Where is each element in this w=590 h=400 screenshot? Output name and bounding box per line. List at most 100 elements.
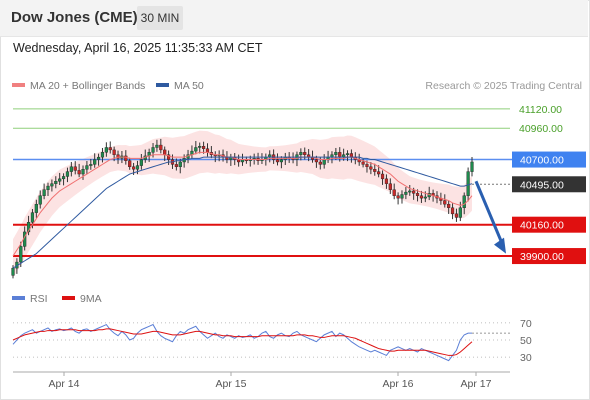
- candle-body: [380, 173, 385, 180]
- candle-body: [384, 178, 389, 184]
- candle-body: [139, 159, 143, 166]
- candle-body: [135, 165, 140, 170]
- candle-body: [178, 161, 182, 167]
- legend-9ma-swatch: [62, 296, 75, 301]
- candle-body: [34, 203, 38, 213]
- interval-button[interactable]: 30 MIN: [137, 6, 183, 30]
- x-tick-label: Apr 17: [461, 378, 492, 390]
- candle-body: [58, 178, 62, 182]
- current-price-label: 40495.00: [520, 179, 564, 191]
- candle-body: [108, 147, 112, 151]
- x-tick-label: Apr 16: [383, 378, 414, 390]
- candle-body: [303, 152, 307, 155]
- legend-rsi-swatch: [12, 296, 25, 301]
- candle-body: [396, 195, 400, 199]
- candle-body: [104, 147, 108, 153]
- candle-body: [400, 194, 404, 199]
- legend-ma-bb: MA 20 + Bollinger Bands: [12, 80, 145, 92]
- candle-body: [155, 144, 159, 148]
- candle-body: [299, 152, 303, 155]
- candle-body: [404, 191, 408, 195]
- candle-body: [163, 149, 167, 155]
- resistance-label: 40960.00: [519, 123, 563, 135]
- candle-body: [369, 166, 373, 170]
- ma50-line: [12, 156, 473, 269]
- candle-body: [26, 222, 31, 233]
- legend-9ma-label: 9MA: [80, 293, 102, 305]
- candle-body: [345, 153, 350, 155]
- candle-body: [412, 190, 416, 194]
- candle-body: [314, 159, 319, 163]
- candle-body: [388, 183, 392, 190]
- candle-body: [318, 161, 322, 165]
- legend-ma50: MA 50: [156, 80, 204, 92]
- support-label: 39900.00: [520, 251, 564, 263]
- candle-body: [466, 171, 470, 196]
- candle-body: [159, 144, 163, 151]
- candle-body: [166, 154, 171, 160]
- candle-body: [377, 171, 381, 175]
- legend-rsi: RSI: [12, 293, 48, 305]
- research-credit: Research © 2025 Trading Central: [425, 80, 582, 92]
- x-tick-label: Apr 14: [49, 378, 80, 390]
- candle-body: [11, 267, 15, 276]
- legend-rsi-label: RSI: [30, 293, 48, 305]
- candle-body: [112, 149, 116, 155]
- rsi-ma9-line: [12, 328, 473, 356]
- candle-body: [69, 166, 73, 172]
- pivot-label: 40700.00: [520, 155, 564, 167]
- candle-body: [116, 154, 120, 159]
- candle-body: [443, 200, 447, 205]
- legend-9ma: 9MA: [62, 293, 102, 305]
- candle-body: [450, 207, 455, 215]
- candle-body: [96, 156, 101, 160]
- candle-body: [128, 160, 132, 167]
- candle-body: [73, 166, 77, 171]
- legend-ma-bb-swatch: [12, 83, 25, 88]
- pivot-tag: [512, 151, 586, 168]
- support-tag: [512, 216, 586, 233]
- rsi-tick-label: 30: [520, 352, 532, 364]
- forecast-arrow-head: [494, 237, 506, 254]
- candle-body: [50, 183, 54, 187]
- candle-body: [77, 170, 81, 175]
- candle-body: [454, 213, 459, 218]
- candle-body: [458, 207, 462, 218]
- ma20-line: [12, 151, 473, 257]
- rsi-tick-label: 50: [520, 335, 532, 347]
- legend-ma-bb-label: MA 20 + Bollinger Bands: [30, 80, 146, 92]
- candle-body: [42, 189, 46, 196]
- candle-body: [470, 161, 474, 172]
- bollinger-band: [13, 130, 472, 278]
- x-tick-label: Apr 15: [216, 378, 247, 390]
- candle-body: [415, 193, 420, 196]
- support-label: 40160.00: [520, 220, 564, 232]
- support-tag: [512, 248, 586, 265]
- candle-body: [365, 164, 369, 167]
- candle-body: [462, 195, 466, 209]
- candle-body: [54, 181, 58, 184]
- rsi-line: [12, 323, 472, 362]
- candle-body: [279, 159, 283, 163]
- candle-body: [361, 161, 365, 165]
- candle-body: [81, 168, 85, 175]
- candle-body: [419, 195, 424, 199]
- candle-body: [100, 152, 105, 158]
- candle-body: [338, 152, 342, 158]
- candle-body: [131, 166, 136, 170]
- candle-body: [46, 185, 50, 190]
- resistance-label: 41120.00: [519, 104, 562, 116]
- candle-body: [174, 164, 178, 167]
- candle-body: [202, 146, 206, 149]
- rsi-tick-label: 70: [520, 318, 532, 330]
- candle-body: [19, 246, 23, 263]
- candle-body: [408, 190, 412, 193]
- candle-body: [65, 171, 70, 177]
- candle-body: [373, 168, 377, 172]
- candle-body: [93, 159, 97, 165]
- candle-body: [423, 196, 427, 199]
- candle-body: [124, 155, 128, 161]
- legend-ma50-label: MA 50: [174, 80, 204, 92]
- datetime-label: Wednesday, April 16, 2025 11:35:33 AM CE…: [13, 41, 263, 55]
